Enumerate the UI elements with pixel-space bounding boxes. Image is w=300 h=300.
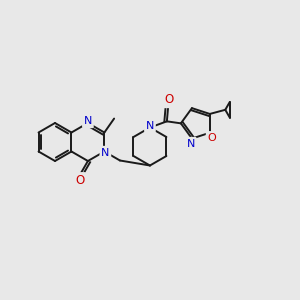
- Text: N: N: [101, 148, 110, 158]
- Text: O: O: [165, 93, 174, 106]
- Text: N: N: [187, 139, 195, 148]
- Text: N: N: [146, 121, 154, 131]
- Text: O: O: [207, 133, 216, 143]
- Text: O: O: [75, 174, 85, 187]
- Text: N: N: [84, 116, 92, 127]
